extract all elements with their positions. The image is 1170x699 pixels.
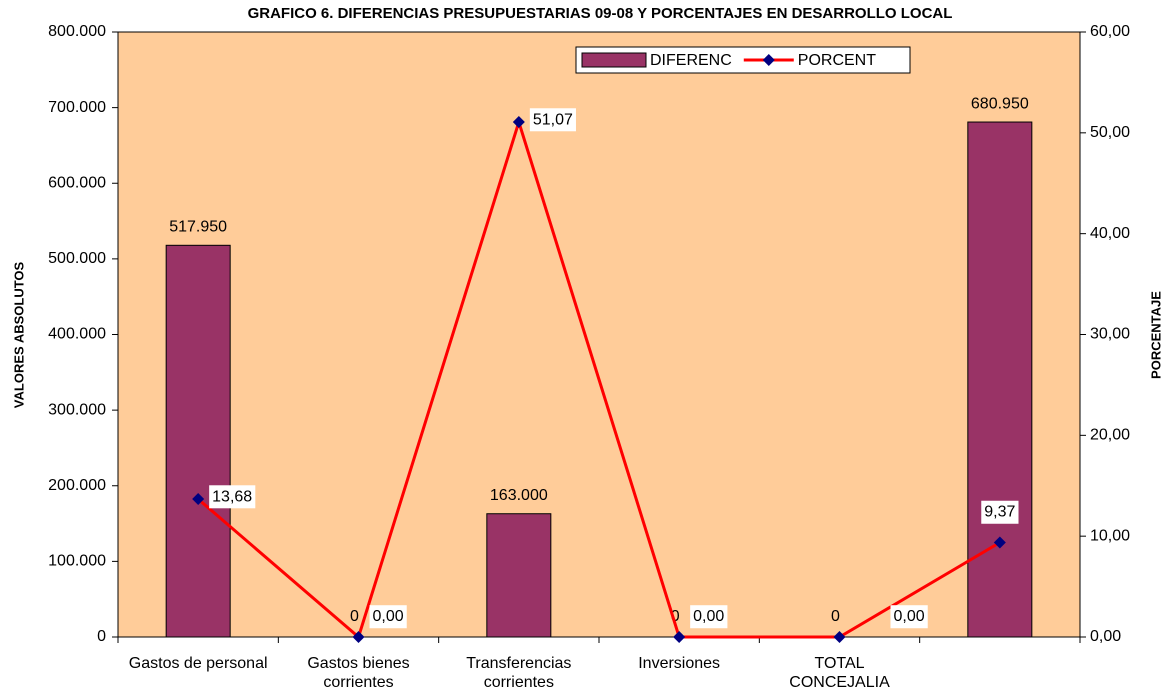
bar — [486, 513, 552, 638]
y2-tick-label: 30,00 — [1090, 326, 1130, 343]
y2-tick-label: 0,00 — [1090, 628, 1121, 645]
y2-tick-label: 10,00 — [1090, 527, 1130, 544]
y-axis-title: VALORES ABSOLUTOS — [11, 261, 26, 408]
marker — [512, 116, 525, 129]
line-value-label: 9,37 — [984, 504, 1015, 521]
line-value-label: 51,07 — [533, 111, 573, 128]
marker — [352, 631, 365, 643]
x-tick-label: TOTAL CONCEJALIA — [789, 655, 890, 691]
line-value-label: 0,00 — [894, 608, 925, 625]
y-tick-label: 700.000 — [48, 99, 106, 116]
x-tick-label: Gastos de personal — [128, 655, 268, 672]
bar-value-label: 0 — [350, 608, 359, 625]
y-tick-label: 500.000 — [48, 250, 106, 267]
marker — [192, 493, 205, 506]
x-tick-label: Gastos bienes corrientes — [307, 655, 410, 691]
bar — [967, 121, 1033, 638]
marker — [993, 536, 1006, 549]
data-label-box — [890, 605, 928, 629]
bar-value-label: 680.950 — [971, 95, 1029, 112]
y-tick-label: 300.000 — [48, 401, 106, 418]
bar — [165, 244, 231, 638]
legend-label: DIFERENC — [650, 52, 732, 69]
y-tick-label: 600.000 — [48, 174, 106, 191]
bar-value-label: 163.000 — [490, 487, 548, 504]
bar-value-label: 0 — [671, 608, 680, 625]
data-label-box — [981, 500, 1019, 524]
line-value-label: 0,00 — [373, 608, 404, 625]
y-tick-label: 0 — [97, 628, 106, 645]
bar-value-label: 0 — [831, 608, 840, 625]
line-value-label: 0,00 — [693, 608, 724, 625]
y-tick-label: 400.000 — [48, 326, 106, 343]
legend-swatch — [581, 52, 647, 68]
legend-box — [575, 46, 911, 74]
data-label-box — [690, 605, 728, 629]
line — [197, 116, 1001, 640]
y2-tick-label: 60,00 — [1090, 23, 1130, 40]
plot-area — [117, 31, 1081, 638]
y-tick-label: 800.000 — [48, 23, 106, 40]
marker — [833, 631, 846, 643]
y2-axis-title: PORCENTAJE — [1148, 291, 1163, 379]
data-label-box — [369, 605, 407, 629]
legend-marker — [762, 54, 775, 66]
y-tick-label: 200.000 — [48, 477, 106, 494]
y2-tick-label: 50,00 — [1090, 124, 1130, 141]
bar-value-label: 517.950 — [169, 219, 227, 236]
chart-title: GRAFICO 6. DIFERENCIAS PRESUPUESTARIAS 0… — [248, 5, 953, 22]
data-label-box — [529, 108, 576, 132]
x-tick-label: Inversiones — [638, 655, 721, 672]
y-tick-label: 100.000 — [48, 553, 106, 570]
y2-tick-label: 40,00 — [1090, 225, 1130, 242]
line-value-label: 13,68 — [212, 488, 252, 505]
marker — [673, 631, 686, 643]
data-label-box — [209, 485, 256, 509]
x-tick-label: Transferencias corrientes — [466, 655, 572, 691]
y2-tick-label: 20,00 — [1090, 427, 1130, 444]
legend-label: PORCENT — [798, 52, 876, 69]
